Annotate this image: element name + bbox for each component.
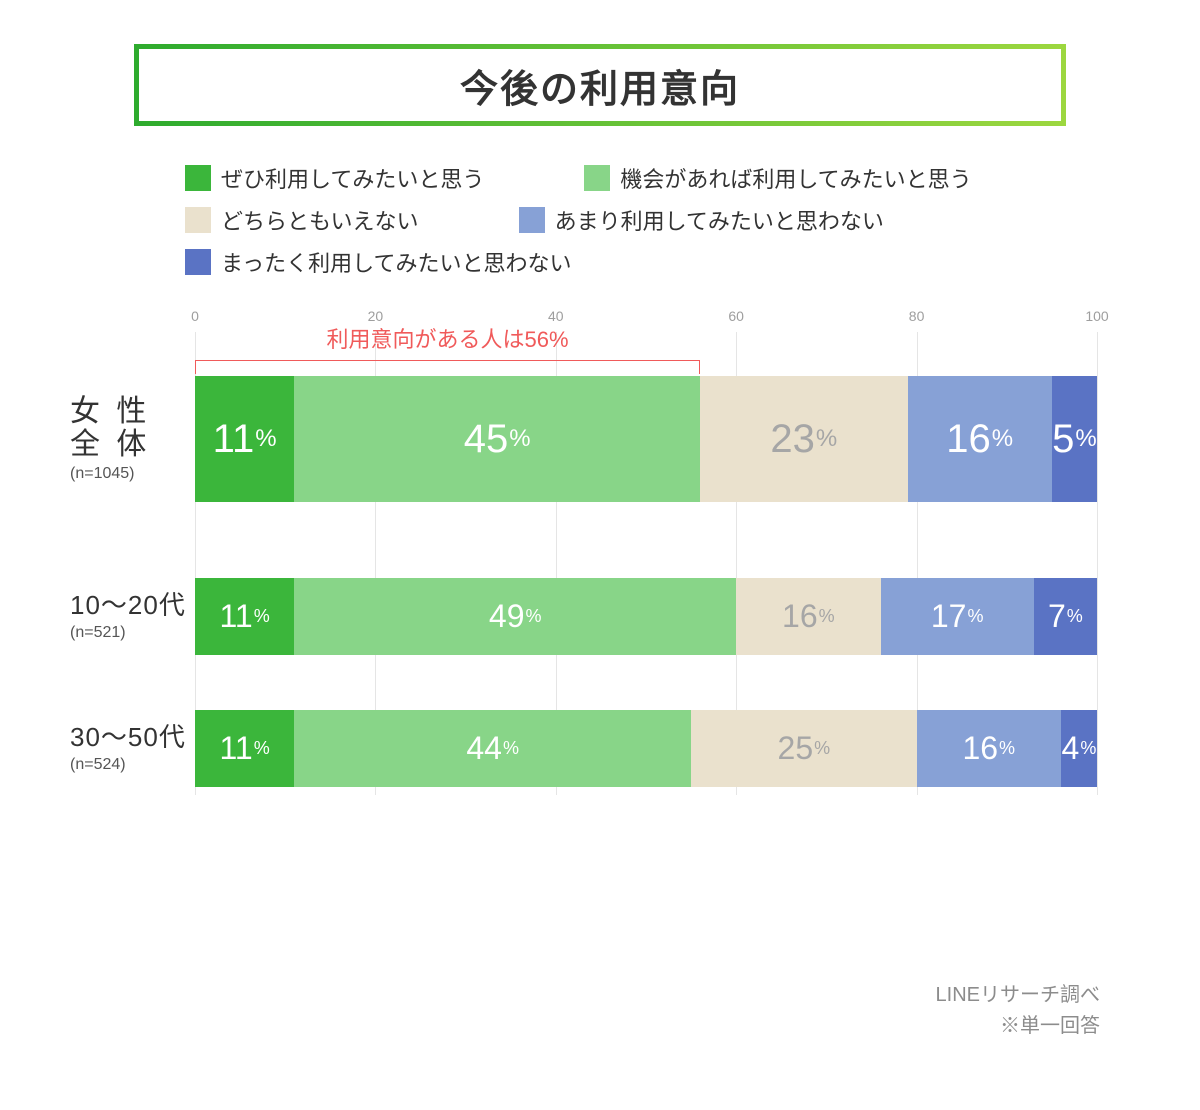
legend-swatch	[584, 165, 610, 191]
segment-value: 25	[778, 730, 814, 767]
segment-value: 7	[1048, 598, 1066, 635]
row-label: 30～50代 (n=524)	[0, 723, 195, 773]
segment-value: 16	[962, 730, 998, 767]
segment-value: 45	[464, 417, 509, 462]
stacked-bar: 11%45%23%16%5%	[195, 376, 1097, 502]
legend-swatch	[185, 165, 211, 191]
legend-swatch	[519, 207, 545, 233]
bar-segment: 25%	[691, 710, 917, 787]
row-n: (n=521)	[70, 624, 195, 642]
percent-sign: %	[1067, 606, 1083, 627]
title-box: 今後の利用意向	[134, 44, 1066, 126]
bar-segment: 5%	[1052, 376, 1097, 502]
bar-segment: 7%	[1034, 578, 1097, 655]
bar-segment: 4%	[1061, 710, 1097, 787]
row-label-line: 10～20代	[70, 591, 195, 620]
segment-value: 23	[770, 417, 815, 462]
legend: ぜひ利用してみたいと思う 機会があれば利用してみたいと思うどちらともいえない あまり…	[185, 162, 1015, 278]
segment-value: 17	[931, 598, 967, 635]
percent-sign: %	[819, 606, 835, 627]
row-label: 女 性全 体 (n=1045)	[0, 395, 195, 483]
legend-label: どちらともいえない	[221, 204, 419, 236]
percent-sign: %	[814, 738, 830, 759]
segment-value: 4	[1062, 730, 1080, 767]
chart: 020406080100 利用意向がある人は56% 女 性全 体(n=1045)…	[0, 308, 1200, 795]
percent-sign: %	[816, 425, 837, 453]
stacked-bar: 11%49%16%17%7%	[195, 578, 1097, 655]
source-footer: LINEリサーチ調べ ※単一回答	[936, 980, 1100, 1042]
bar-segment: 16%	[908, 376, 1052, 502]
bar-segment: 11%	[195, 376, 294, 502]
bar-segment: 16%	[917, 710, 1061, 787]
footer-note: ※単一回答	[936, 1011, 1100, 1042]
bar-segment: 44%	[294, 710, 691, 787]
bar-row: 10～20代(n=521)11%49%16%17%7%	[0, 578, 1200, 655]
bar-row: 30～50代(n=524)11%44%25%16%4%	[0, 710, 1200, 787]
legend-item: まったく利用してみたいと思わない	[185, 246, 571, 278]
percent-sign: %	[509, 425, 530, 453]
percent-sign: %	[255, 425, 276, 453]
legend-label: まったく利用してみたいと思わない	[221, 246, 571, 278]
percent-sign: %	[1075, 425, 1096, 453]
percent-sign: %	[254, 738, 270, 759]
row-label-line: 女 性	[70, 395, 195, 428]
row-label-line: 30～50代	[70, 723, 195, 752]
segment-value: 16	[782, 598, 818, 635]
legend-swatch	[185, 207, 211, 233]
legend-item: 機会があれば利用してみたいと思う	[584, 162, 971, 194]
percent-sign: %	[254, 606, 270, 627]
segment-value: 11	[213, 417, 255, 462]
segment-value: 49	[489, 598, 525, 635]
footer-source: LINEリサーチ調べ	[936, 980, 1100, 1011]
percent-sign: %	[999, 738, 1015, 759]
legend-swatch	[185, 249, 211, 275]
segment-value: 16	[946, 417, 991, 462]
row-n: (n=524)	[70, 756, 195, 774]
page: 今後の利用意向 ぜひ利用してみたいと思う 機会があれば利用してみたいと思うどちらと…	[0, 0, 1200, 1110]
bar-segment: 11%	[195, 578, 294, 655]
legend-item: あまり利用してみたいと思わない	[519, 204, 884, 236]
stacked-bar: 11%44%25%16%4%	[195, 710, 1097, 787]
bar-segment: 11%	[195, 710, 294, 787]
percent-sign: %	[1080, 738, 1096, 759]
legend-item: ぜひ利用してみたいと思う	[185, 162, 484, 194]
segment-value: 11	[219, 598, 252, 635]
row-n: (n=1045)	[70, 465, 195, 483]
legend-item: どちらともいえない	[185, 204, 419, 236]
bar-row: 女 性全 体(n=1045)11%45%23%16%5%	[0, 376, 1200, 502]
row-label-line: 全 体	[70, 428, 195, 461]
legend-label: ぜひ利用してみたいと思う	[221, 162, 484, 194]
bar-rows: 女 性全 体(n=1045)11%45%23%16%5%10～20代(n=521…	[0, 308, 1200, 787]
segment-value: 5	[1052, 417, 1074, 462]
percent-sign: %	[992, 425, 1013, 453]
bar-segment: 45%	[294, 376, 700, 502]
segment-value: 44	[466, 730, 502, 767]
percent-sign: %	[525, 606, 541, 627]
bar-segment: 23%	[700, 376, 907, 502]
page-title: 今後の利用意向	[460, 58, 740, 113]
segment-value: 11	[219, 730, 252, 767]
bar-segment: 49%	[294, 578, 736, 655]
legend-label: 機会があれば利用してみたいと思う	[620, 162, 971, 194]
row-label: 10～20代 (n=521)	[0, 591, 195, 641]
percent-sign: %	[967, 606, 983, 627]
bar-segment: 17%	[881, 578, 1034, 655]
bar-segment: 16%	[736, 578, 880, 655]
legend-label: あまり利用してみたいと思わない	[555, 204, 884, 236]
percent-sign: %	[503, 738, 519, 759]
